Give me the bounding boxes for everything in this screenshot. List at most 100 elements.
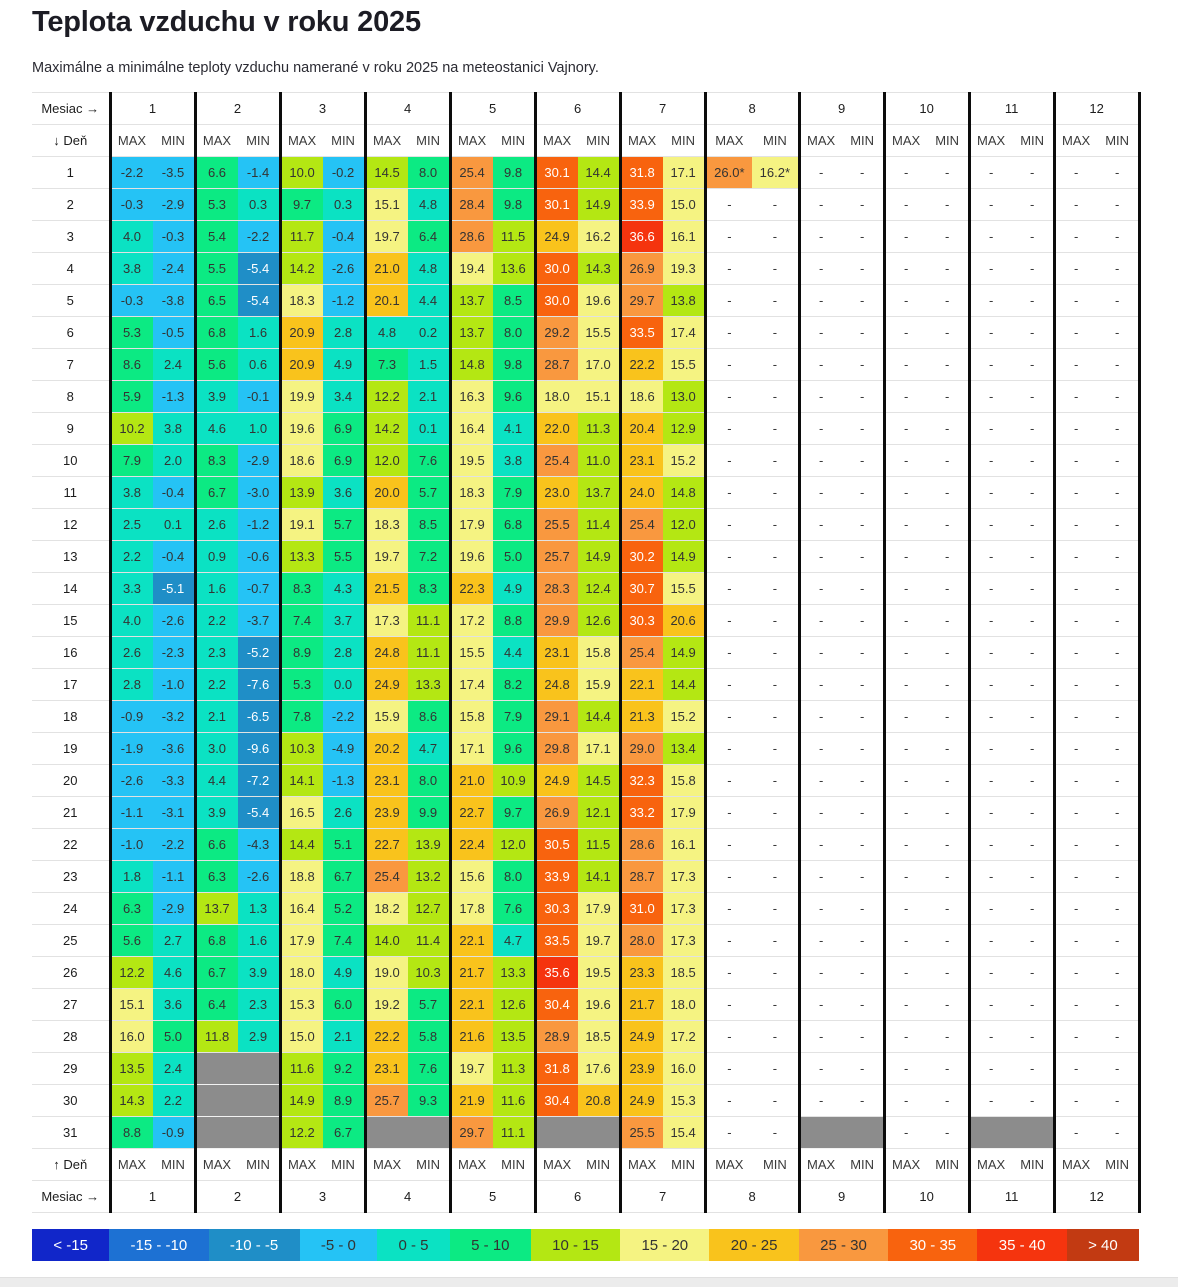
empty-cell: -	[1096, 732, 1141, 765]
temp-cell-min: 12.4	[577, 572, 621, 605]
empty-cell: -	[1011, 412, 1055, 445]
empty-cell: -	[841, 668, 885, 701]
temp-cell-max: 23.3	[618, 956, 663, 989]
month-number: 7	[618, 1180, 706, 1213]
temp-cell-max: 14.2	[363, 412, 408, 445]
max-label: MAX	[1052, 124, 1097, 157]
temp-cell-min: 6.4	[407, 220, 451, 253]
min-label: MIN	[926, 124, 970, 157]
temp-cell-min: 6.7	[322, 860, 366, 893]
empty-cell: -	[1096, 380, 1141, 413]
empty-cell: -	[926, 444, 970, 477]
temp-cell-max: 29.7	[448, 1116, 493, 1149]
empty-cell: -	[797, 540, 842, 573]
temp-cell-max: 20.9	[278, 348, 323, 381]
temp-cell-min: 2.4	[152, 1052, 196, 1085]
legend-item: 10 - 15	[530, 1229, 621, 1261]
temp-cell-min: 17.3	[662, 892, 706, 925]
temp-cell-min: 11.5	[492, 220, 536, 253]
empty-cell: -	[797, 220, 842, 253]
temp-cell-max: 24.0	[618, 476, 663, 509]
temp-cell-min: 19.6	[577, 988, 621, 1021]
temp-cell-min: 0.1	[407, 412, 451, 445]
temp-cell-max: 9.7	[278, 188, 323, 221]
empty-cell: -	[752, 444, 800, 477]
min-label: MIN	[492, 1148, 536, 1181]
temp-cell-max: 19.7	[448, 1052, 493, 1085]
temp-cell-max: 23.1	[533, 636, 578, 669]
empty-cell: -	[882, 668, 927, 701]
min-label: MIN	[492, 124, 536, 157]
empty-cell: -	[1011, 252, 1055, 285]
day-label: 26	[32, 956, 110, 989]
temp-cell-min: 8.6	[407, 700, 451, 733]
temp-cell-min: 19.6	[577, 284, 621, 317]
empty-cell: -	[967, 188, 1012, 221]
table-row: 6 5.3 -0.5 6.8 1.6 20.9 2.8 4.8 0.2 13.7 8.0 29.2 15…	[32, 316, 1141, 349]
temp-cell-max: 25.4	[618, 636, 663, 669]
empty-cell: -	[882, 892, 927, 925]
empty-cell: -	[1052, 1084, 1097, 1117]
temp-cell-max: 2.2	[193, 604, 238, 637]
temp-cell-max: 22.3	[448, 572, 493, 605]
temp-cell-max: 1.6	[193, 572, 238, 605]
temp-cell-min: 4.8	[407, 252, 451, 285]
day-label: 28	[32, 1020, 110, 1053]
empty-cell: -	[1096, 636, 1141, 669]
empty-cell: -	[841, 700, 885, 733]
temp-cell-min: -3.6	[152, 732, 196, 765]
empty-cell: -	[882, 796, 927, 829]
empty-cell: -	[1011, 892, 1055, 925]
temp-cell-max: 19.1	[278, 508, 323, 541]
temp-cell-min: 11.1	[492, 1116, 536, 1149]
temp-cell-max: 14.1	[278, 764, 323, 797]
empty-cell: -	[841, 540, 885, 573]
empty-cell: -	[752, 828, 800, 861]
empty-cell: -	[967, 252, 1012, 285]
empty-cell: -	[882, 284, 927, 317]
empty-cell: -	[752, 252, 800, 285]
temp-cell-min: 17.4	[662, 316, 706, 349]
empty-cell: -	[797, 1020, 842, 1053]
temp-cell-min: 15.9	[577, 668, 621, 701]
empty-cell: -	[926, 220, 970, 253]
temp-cell-min: 3.4	[322, 380, 366, 413]
temp-cell-min: 20.6	[662, 604, 706, 637]
table-row: 22 -1.0 -2.2 6.6 -4.3 14.4 5.1 22.7 13.9 22.4 12.0…	[32, 828, 1141, 861]
empty-cell: -	[926, 700, 970, 733]
day-label: 31	[32, 1116, 110, 1149]
empty-cell: -	[882, 188, 927, 221]
temp-cell-min: -0.4	[322, 220, 366, 253]
table-row: 7 8.6 2.4 5.6 0.6 20.9 4.9 7.3 1.5 14.8 9.8 28.7 17.…	[32, 348, 1141, 381]
legend-item: 30 - 35	[888, 1229, 978, 1261]
empty-cell: -	[1096, 540, 1141, 573]
empty-cell: -	[926, 860, 970, 893]
temp-cell-max: 22.2	[363, 1020, 408, 1053]
empty-cell: -	[967, 892, 1012, 925]
empty-cell: -	[1096, 892, 1141, 925]
empty-cell: -	[967, 668, 1012, 701]
temp-cell-min: 4.4	[492, 636, 536, 669]
empty-cell: -	[752, 1020, 800, 1053]
empty-cell: -	[797, 956, 842, 989]
day-label: 4	[32, 252, 110, 285]
temp-cell-min: 11.4	[577, 508, 621, 541]
month-header-label: Mesiac →	[32, 1180, 110, 1213]
temp-cell-max: 18.2	[363, 892, 408, 925]
empty-cell: -	[703, 796, 753, 829]
temp-cell-max: 21.9	[448, 1084, 493, 1117]
day-label: 2	[32, 188, 110, 221]
empty-cell: -	[1011, 988, 1055, 1021]
temp-cell-max: 24.9	[533, 764, 578, 797]
month-number: 2	[193, 92, 281, 125]
missing-cell	[967, 1116, 1055, 1149]
temp-cell-min: 5.7	[407, 476, 451, 509]
temp-cell-min: -3.0	[237, 476, 281, 509]
temp-cell-min: -1.0	[152, 668, 196, 701]
temp-cell-max: 6.3	[193, 860, 238, 893]
empty-cell: -	[797, 476, 842, 509]
temp-cell-min: -2.6	[237, 860, 281, 893]
empty-cell: -	[841, 1084, 885, 1117]
temp-cell-min: 9.8	[492, 156, 536, 189]
